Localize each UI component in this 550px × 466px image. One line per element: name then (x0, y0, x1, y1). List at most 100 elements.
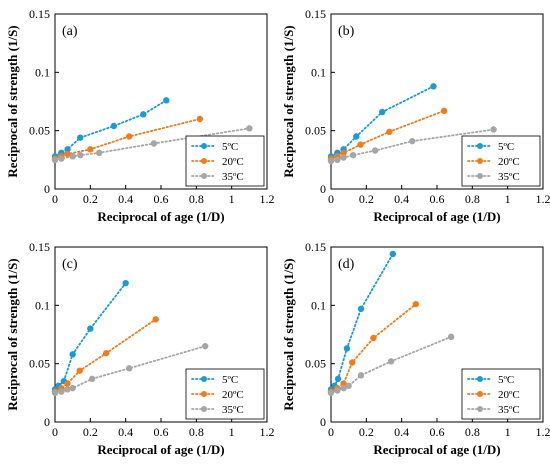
legend-label: 20ºC (498, 156, 520, 168)
y-tick-label: 0.05 (29, 124, 50, 138)
legend-marker (201, 391, 207, 397)
x-tick-label: 0.2 (359, 192, 374, 206)
x-tick-label: 0 (328, 425, 334, 439)
data-point (340, 149, 347, 157)
legend-marker (477, 376, 483, 382)
legend-label: 5ºC (222, 141, 238, 153)
data-point (490, 126, 497, 133)
data-point (440, 107, 448, 115)
legend-label: 35ºC (222, 404, 244, 416)
data-point (69, 153, 76, 160)
y-tick-label: 0 (320, 182, 326, 196)
series-2 (327, 333, 455, 397)
data-point (447, 333, 455, 341)
chart-panel-d: 0 0.2 0.4 0.6 0.8 1 1.2 0 0.05 0.1 0.15 Reciprocal … (281, 240, 550, 457)
x-tick-label: 0 (328, 192, 334, 206)
y-tick-label: 0.15 (29, 7, 50, 21)
legend-label: 5ºC (222, 374, 238, 386)
y-tick-label: 0.15 (305, 240, 326, 254)
y-tick-label: 0 (44, 182, 50, 196)
x-tick-label: 0.6 (154, 425, 169, 439)
x-tick-label: 0 (52, 192, 58, 206)
data-point (77, 151, 84, 159)
data-point (357, 141, 364, 148)
x-axis-title: Reciprocal of age (1/D) (97, 442, 224, 457)
x-tick-label: 0.6 (430, 425, 445, 439)
data-point (103, 349, 110, 357)
data-point (95, 149, 103, 157)
y-tick-label: 0.05 (305, 124, 326, 138)
legend-marker (477, 143, 483, 149)
data-point (340, 384, 347, 392)
legend-marker (201, 143, 207, 149)
legend-label: 5ºC (498, 141, 514, 153)
chart-panel-c: 0 0.2 0.4 0.6 0.8 1 1.2 0 0.05 0.1 0.15 Reciprocal … (5, 240, 275, 457)
data-point (150, 140, 158, 147)
x-tick-label: 1 (229, 192, 235, 206)
data-point (69, 351, 76, 358)
legend-marker (477, 391, 483, 397)
panel-label: (b) (338, 24, 355, 39)
panel-label: (c) (62, 257, 78, 272)
data-point (58, 388, 65, 395)
y-tick-label: 0 (44, 415, 50, 429)
data-point (64, 150, 71, 158)
y-axis-title: Reciprocal of strength (1/S) (5, 258, 20, 410)
data-point (64, 146, 71, 153)
data-point (430, 83, 437, 90)
data-point (409, 137, 416, 145)
x-tick-label: 0.8 (465, 425, 480, 439)
data-point (196, 115, 204, 123)
data-point (140, 111, 147, 118)
x-tick-label: 0.8 (465, 192, 480, 206)
data-point (64, 380, 71, 387)
x-tick-label: 0.2 (83, 425, 98, 439)
data-point (69, 384, 76, 392)
data-point (349, 359, 356, 366)
x-tick-label: 0.8 (189, 192, 204, 206)
y-tick-label: 0.15 (29, 240, 50, 254)
data-point (357, 305, 365, 313)
chart-panel-b: 0 0.2 0.4 0.6 0.8 1 1.2 0 0.05 0.1 0.15 Reciprocal … (281, 7, 550, 224)
x-tick-label: 0.4 (394, 425, 409, 439)
data-point (379, 108, 386, 116)
y-tick-label: 0.1 (35, 65, 50, 79)
data-point (353, 133, 360, 140)
data-point (246, 125, 253, 132)
data-point (389, 250, 397, 258)
data-point (370, 334, 377, 342)
data-point (345, 382, 352, 390)
x-axis-title: Reciprocal of age (1/D) (373, 209, 500, 224)
y-axis-title: Reciprocal of strength (1/S) (281, 25, 296, 177)
legend-marker (201, 376, 207, 382)
data-point (334, 375, 342, 383)
data-point (51, 156, 59, 164)
data-point (87, 325, 94, 332)
data-point (163, 97, 170, 104)
data-point (126, 133, 133, 140)
legend-marker (201, 173, 207, 179)
legend-label: 5ºC (498, 374, 514, 386)
x-axis-title: Reciprocal of age (1/D) (373, 442, 500, 457)
data-point (412, 300, 419, 308)
y-tick-label: 0.15 (305, 7, 326, 21)
x-tick-label: 0.4 (118, 425, 133, 439)
x-tick-label: 0 (52, 425, 58, 439)
legend-marker (201, 406, 207, 412)
y-tick-label: 0.1 (35, 298, 50, 312)
x-tick-label: 0.4 (118, 192, 133, 206)
data-point (357, 372, 365, 379)
legend-label: 20ºC (222, 389, 244, 401)
y-axis-title: Reciprocal of strength (1/S) (281, 258, 296, 410)
legend: 5ºC 20ºC 35ºC (185, 135, 265, 187)
data-point (58, 155, 65, 162)
y-tick-label: 0.1 (311, 298, 326, 312)
data-point (110, 122, 118, 130)
series-2 (51, 342, 209, 397)
series-2 (327, 126, 497, 165)
x-tick-label: 1 (505, 192, 511, 206)
legend-box (461, 368, 541, 420)
x-tick-label: 0.2 (359, 425, 374, 439)
legend-marker (477, 406, 483, 412)
data-point (386, 128, 393, 136)
